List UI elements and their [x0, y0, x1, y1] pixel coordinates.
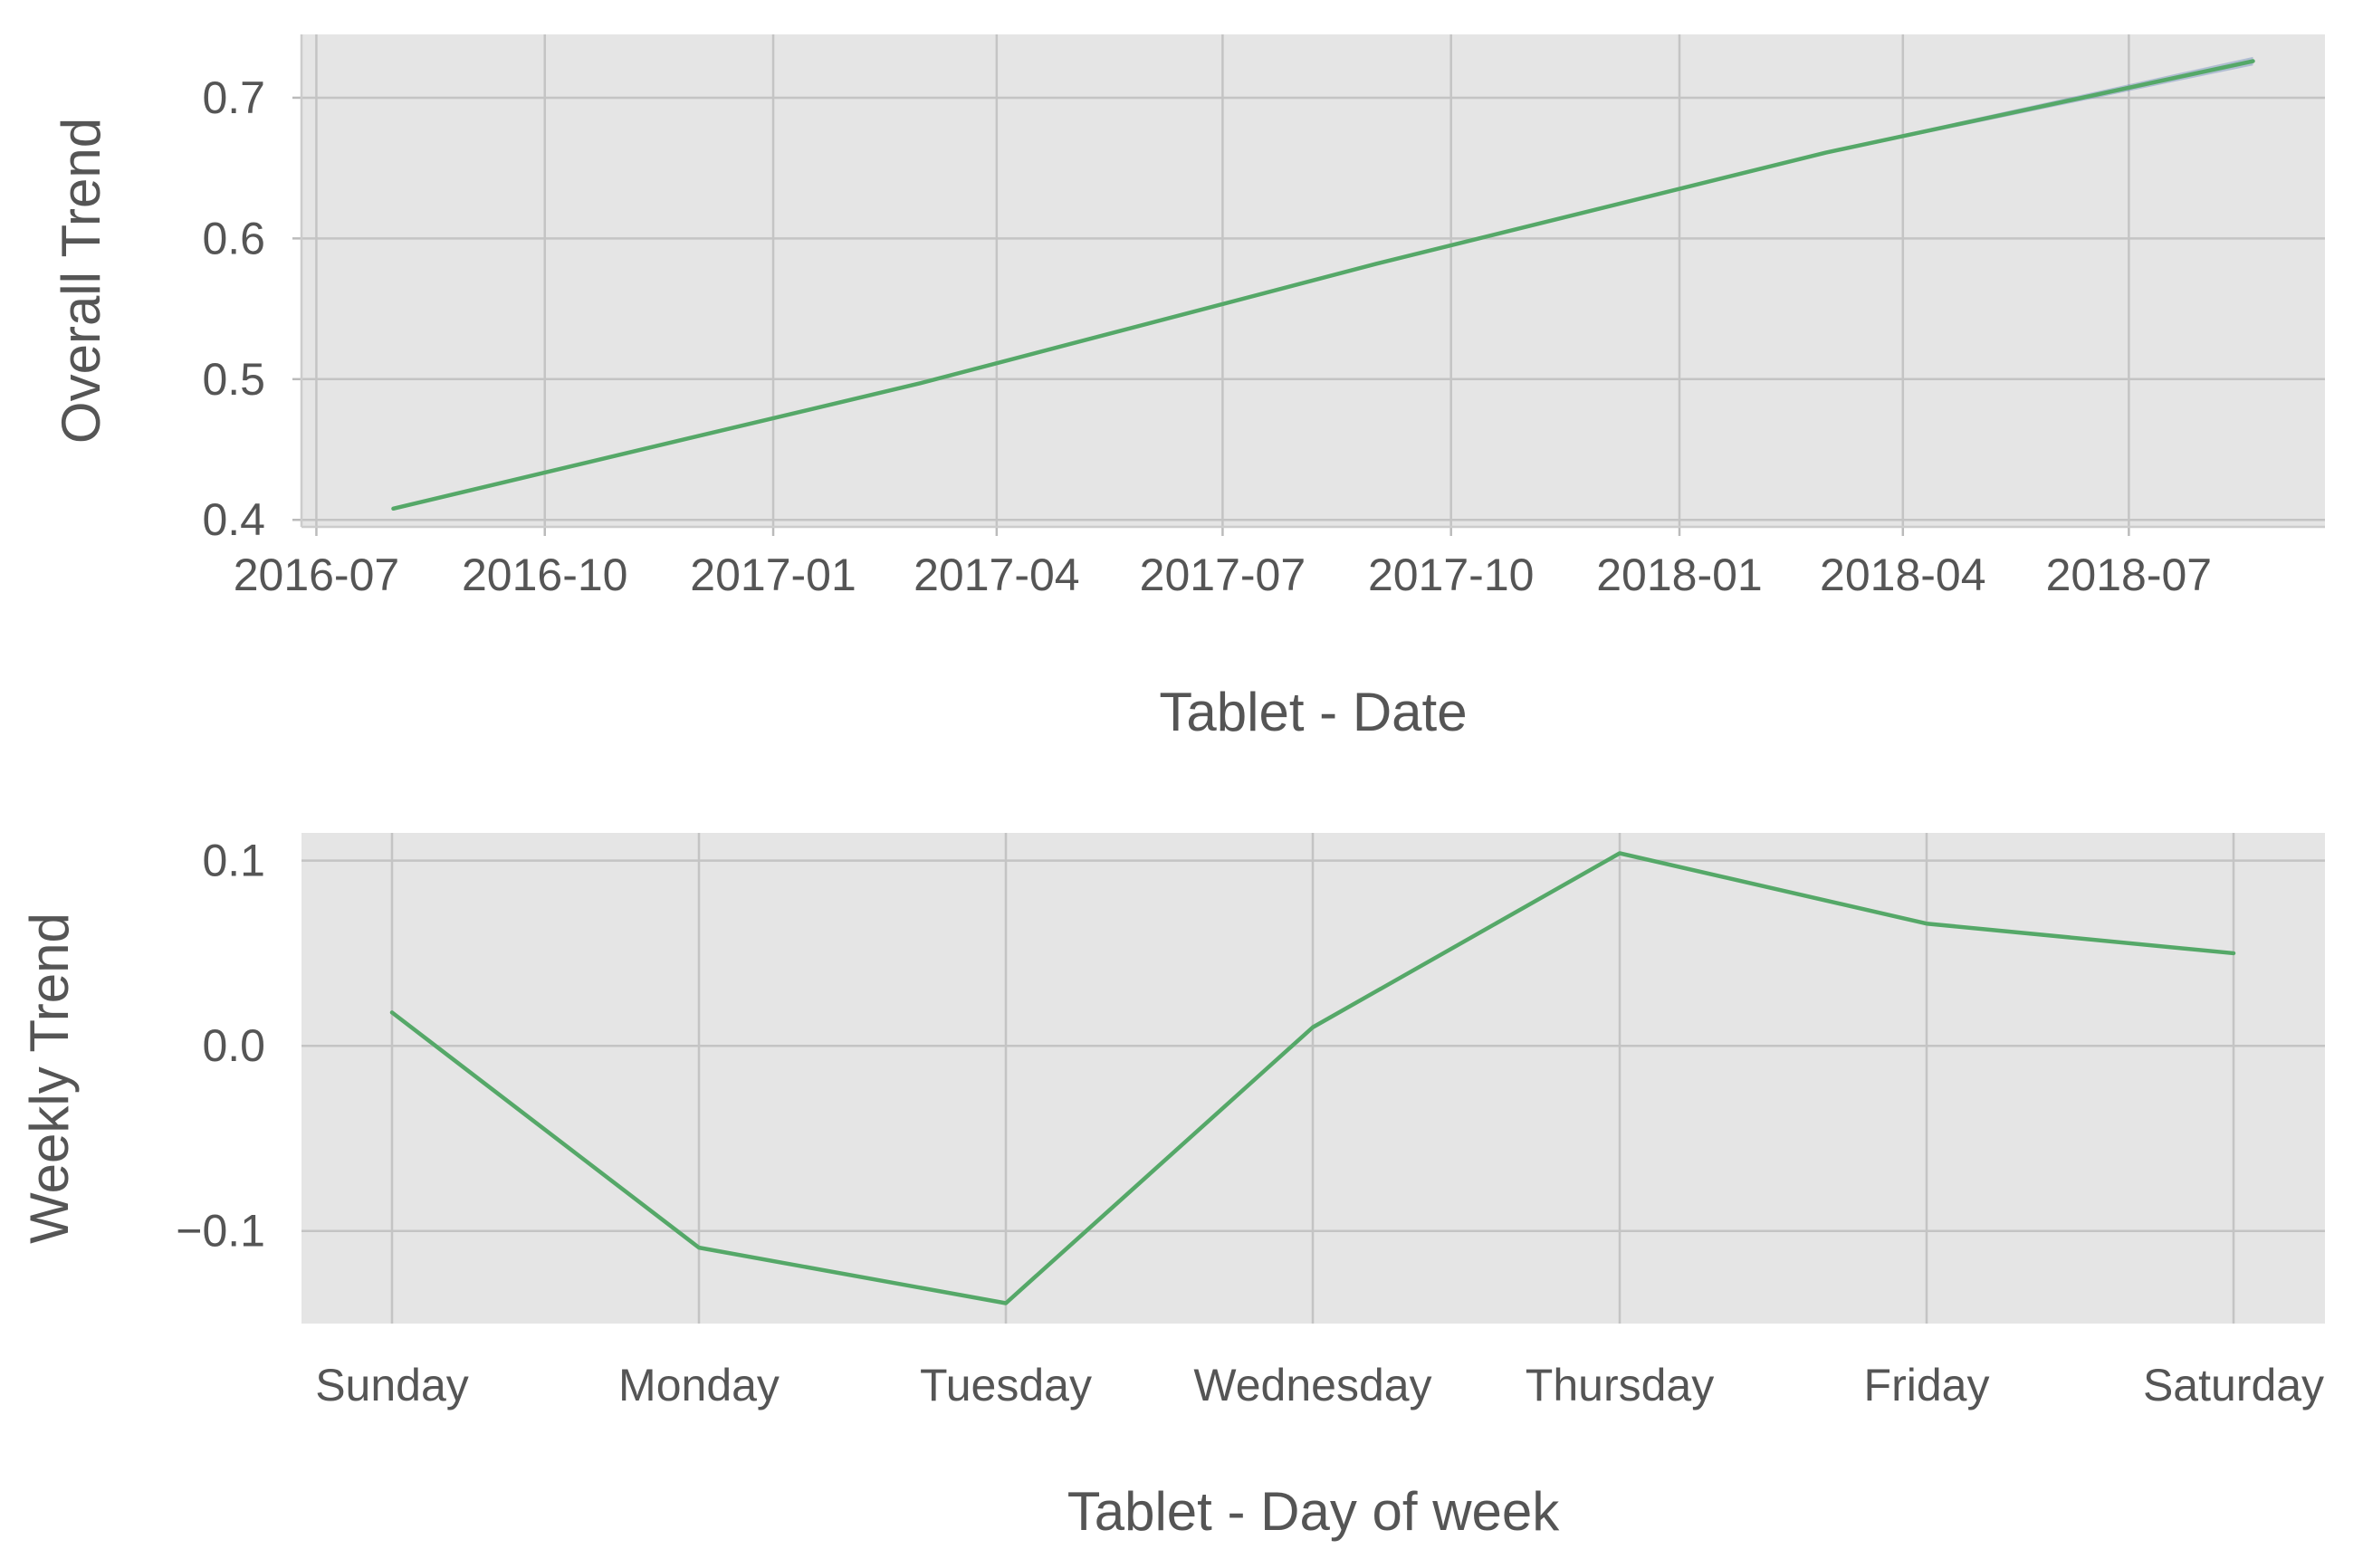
y-tick-label: 0.5: [202, 354, 265, 405]
overall-trend-x-axis-label: Tablet - Date: [1159, 682, 1467, 742]
x-tick-label: Thursday: [1526, 1360, 1714, 1410]
overall-trend-gridlines: [301, 34, 2325, 527]
x-tick-label: Saturday: [2143, 1360, 2324, 1410]
y-tick-label: 0.7: [202, 72, 265, 123]
overall-trend-tick-labels: 2016-07 2016-10 2017-01 2017-04 2017-07 2017-…: [202, 72, 2212, 600]
overall-trend-line: [391, 59, 2255, 512]
y-tick-label: −0.1: [176, 1206, 265, 1257]
x-tick-label: 2016-10: [462, 550, 628, 600]
overall-trend-series: [391, 56, 2255, 512]
overall-trend-chart: 2016-07 2016-10 2017-01 2017-04 2017-07 2017-…: [51, 34, 2325, 742]
x-tick-label: 2016-07: [234, 550, 400, 600]
weekly-trend-line: [389, 851, 2236, 1305]
x-tick-label: Sunday: [315, 1360, 469, 1410]
weekly-trend-x-axis-label: Tablet - Day of week: [1067, 1481, 1561, 1542]
x-tick-label: 2018-07: [2046, 550, 2213, 600]
x-tick-label: Wednesday: [1193, 1360, 1431, 1410]
x-tick-label: Tuesday: [920, 1360, 1092, 1410]
y-tick-label: 0.4: [202, 494, 265, 545]
overall-trend-axes: [292, 34, 2325, 536]
weekly-trend-series: [389, 851, 2236, 1305]
y-tick-label: 0.1: [202, 836, 265, 886]
x-tick-label: 2018-01: [1596, 550, 1763, 600]
x-tick-label: 2017-04: [914, 550, 1080, 600]
x-tick-label: 2018-04: [1820, 550, 1986, 600]
weekly-trend-gridlines: [301, 833, 2325, 1324]
x-tick-label: 2017-07: [1140, 550, 1306, 600]
overall-trend-y-axis-label: Overall Trend: [51, 118, 111, 444]
x-tick-label: Friday: [1864, 1360, 1990, 1410]
y-tick-label: 0.0: [202, 1020, 265, 1071]
weekly-trend-tick-labels: Sunday Monday Tuesday Wednesday Thursday Frid…: [176, 836, 2324, 1410]
x-tick-label: 2017-01: [690, 550, 856, 600]
x-tick-label: 2017-10: [1368, 550, 1535, 600]
weekly-trend-chart: Sunday Monday Tuesday Wednesday Thursday Frid…: [19, 833, 2325, 1542]
x-tick-label: Monday: [618, 1360, 780, 1410]
y-tick-label: 0.6: [202, 213, 265, 263]
weekly-trend-y-axis-label: Weekly Trend: [19, 913, 80, 1244]
